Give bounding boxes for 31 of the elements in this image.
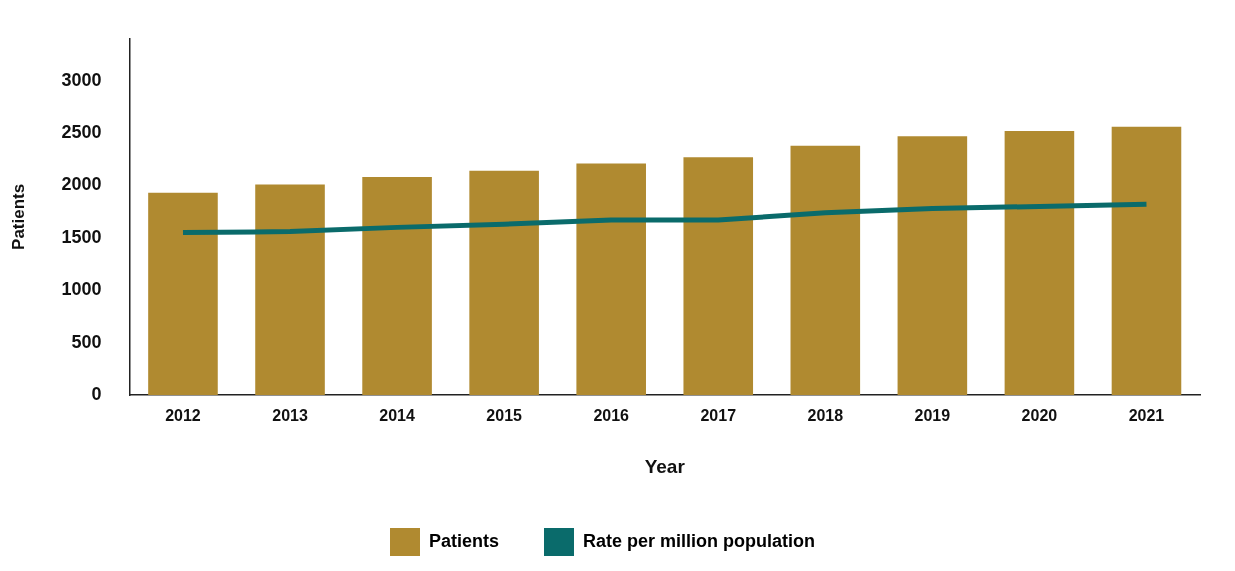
bar [576,163,646,395]
bar [683,157,754,395]
y-tick-label: 1500 [61,226,102,247]
y-tick-label: 3000 [61,69,102,90]
x-axis-title: Year [644,455,686,477]
x-tick-label: 2017 [700,407,737,425]
bar [897,136,968,395]
bar [362,177,432,395]
y-tick-label: 2000 [61,174,102,195]
bar [790,145,861,395]
bar [1004,130,1075,395]
x-tick-label: 2020 [1021,407,1058,425]
x-tick-label: 2012 [165,407,201,425]
y-tick-label: 0 [91,383,102,404]
x-tick-label: 2016 [593,407,630,425]
x-tick-label: 2019 [914,407,951,425]
y-tick-label: 1000 [61,279,102,300]
x-tick-label: 2015 [486,407,523,425]
legend-label: Patients [428,530,500,551]
bar [1111,126,1182,395]
x-tick-label: 2014 [379,407,415,425]
bar [469,170,539,395]
bar [148,192,218,395]
y-tick-label: 2500 [61,122,102,143]
bar [255,184,325,395]
x-tick-label: 2013 [272,407,308,425]
x-tick-label: 2021 [1128,407,1165,425]
y-axis-title: Patients [8,183,28,250]
x-tick-label: 2018 [807,407,844,425]
legend-label: Rate per million population [583,530,816,551]
y-tick-label: 500 [71,331,102,352]
